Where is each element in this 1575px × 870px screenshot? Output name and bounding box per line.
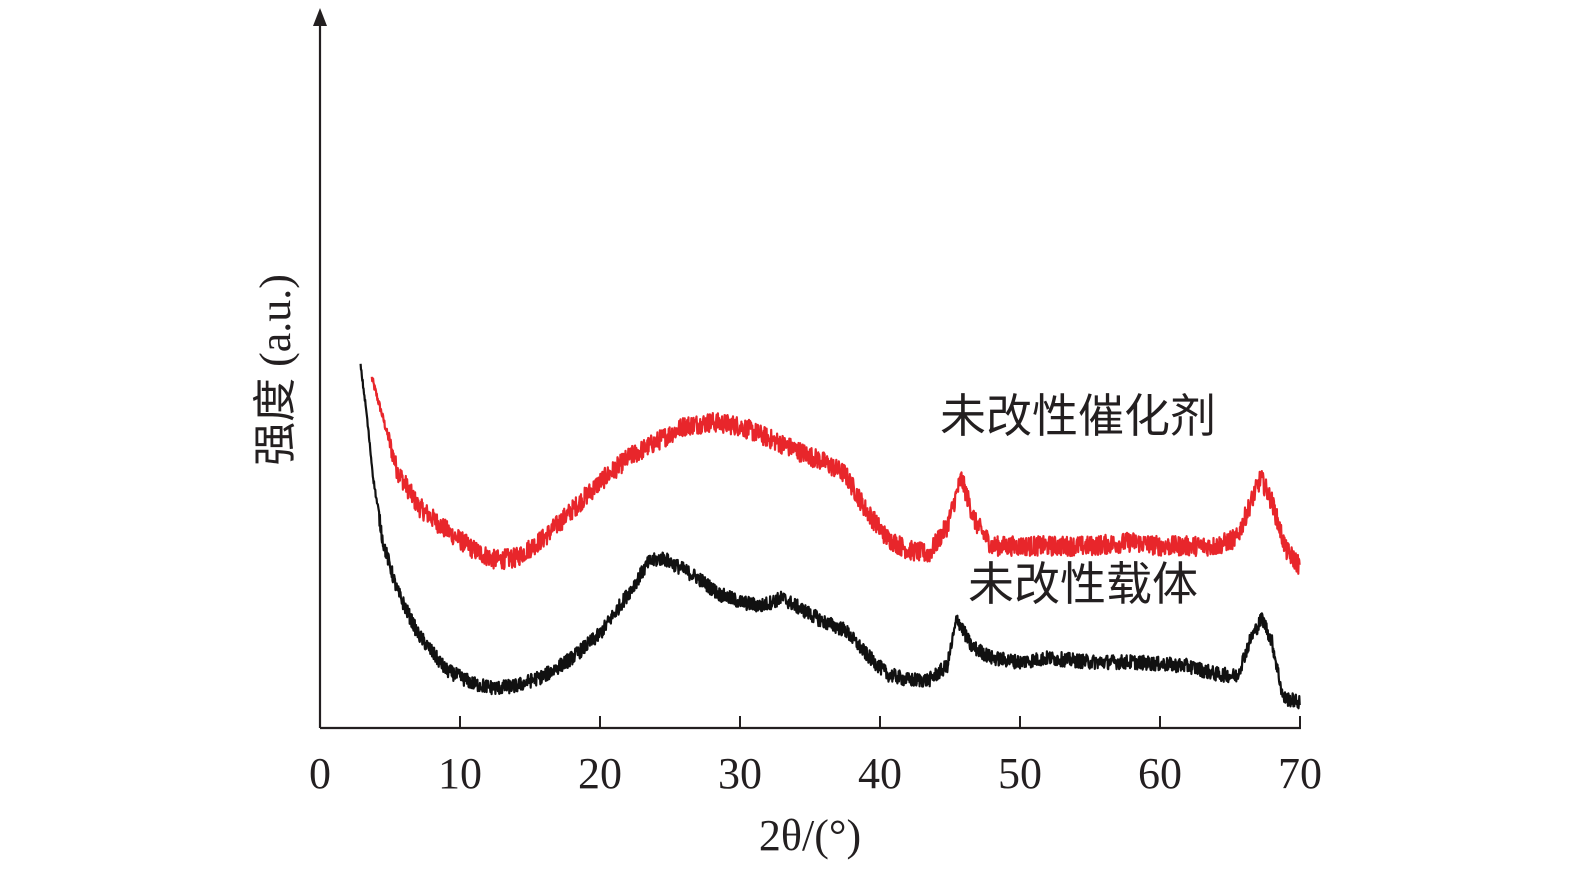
x-tick-label: 20 xyxy=(578,749,622,798)
y-axis-arrow xyxy=(313,8,327,26)
x-tick-label: 10 xyxy=(438,749,482,798)
series-line-catalyst xyxy=(370,376,1301,575)
x-axis-ticks: 0 10 20 30 40 50 60 70 xyxy=(309,716,1322,798)
x-tick-label: 30 xyxy=(718,749,762,798)
series-line-support xyxy=(359,363,1301,710)
plot-area xyxy=(359,363,1301,710)
x-tick-label: 0 xyxy=(309,749,331,798)
x-tick-label: 70 xyxy=(1278,749,1322,798)
series-label-catalyst: 未改性催化剂 xyxy=(940,389,1216,443)
x-tick-label: 60 xyxy=(1138,749,1182,798)
y-axis-title: 强度 (a.u.) xyxy=(251,274,300,466)
series-label-support: 未改性载体 xyxy=(968,557,1198,611)
x-tick-label: 50 xyxy=(998,749,1042,798)
x-tick-label: 40 xyxy=(858,749,902,798)
x-axis-title: 2θ/(°) xyxy=(759,811,861,860)
